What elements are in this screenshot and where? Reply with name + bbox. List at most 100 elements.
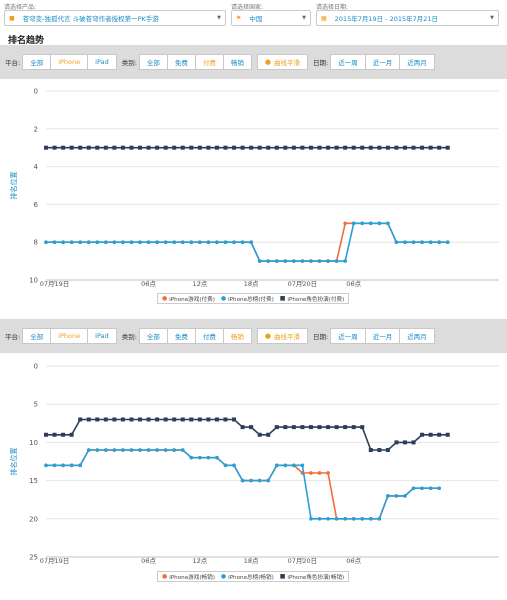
smooth-toggle[interactable]: ● 曲线平滑	[256, 54, 309, 70]
data-point	[112, 240, 117, 244]
series-line	[46, 418, 448, 451]
range-month-button[interactable]: 近一月	[364, 328, 401, 344]
data-point	[385, 145, 390, 150]
data-point	[163, 417, 168, 422]
data-point	[274, 463, 279, 468]
data-point	[155, 417, 160, 422]
legend-item[interactable]: ● iPhone游戏(畅销)	[162, 573, 215, 581]
y-tick-label: 2	[34, 125, 38, 133]
legend-item[interactable]: ● iPhone总榜(付费)	[221, 295, 274, 303]
x-tick-label: 07月19日	[40, 557, 70, 565]
data-point	[172, 145, 177, 150]
country-select[interactable]: ⚑ 中国 ▼	[231, 10, 311, 26]
date-select[interactable]: ▦ 2015年7月19日 - 2015年7月21日 ▼	[316, 10, 499, 26]
data-point	[69, 145, 74, 150]
y-tick-label: 5	[34, 401, 38, 409]
data-point	[445, 432, 450, 437]
data-point	[334, 517, 339, 521]
smooth-toggle[interactable]: ● 曲线平滑	[256, 328, 309, 344]
x-tick-label: 07月20日	[288, 280, 318, 288]
legend-item[interactable]: ■ iPhone角色扮演(畅销)	[280, 573, 344, 581]
data-point	[172, 448, 177, 452]
data-point	[343, 145, 348, 150]
data-point	[360, 517, 365, 521]
data-point	[420, 432, 425, 437]
legend-marker-icon: ●	[162, 573, 168, 580]
data-point	[360, 145, 365, 150]
smooth-label: 曲线平滑	[274, 59, 301, 67]
data-point	[86, 145, 91, 150]
type-paid-button[interactable]: 付费	[194, 54, 224, 70]
range-week-button[interactable]: 近一周	[330, 54, 366, 70]
legend-item[interactable]: ■ iPhone角色扮演(付费)	[280, 295, 344, 303]
data-point	[343, 425, 348, 430]
legend-grossing: ● iPhone游戏(畅销) ● iPhone总榜(畅销) ■ iPhone角色扮演(…	[157, 571, 350, 582]
type-paid-button[interactable]: 付费	[194, 328, 224, 344]
data-point	[283, 463, 288, 468]
platform-all-button[interactable]: 全部	[22, 328, 52, 344]
data-point	[403, 494, 407, 498]
data-point	[61, 240, 65, 244]
date-label: 日期:	[313, 59, 329, 67]
data-point	[223, 240, 228, 244]
data-point	[403, 240, 407, 244]
data-point	[351, 221, 356, 226]
type-free-button[interactable]: 免费	[166, 54, 196, 70]
data-point	[104, 240, 108, 244]
data-point	[163, 448, 168, 452]
filter-bar-grossing: 平台: 全部 iPhone iPad 类别: 全部 免费 付费 畅销 ● 曲线平滑…	[0, 319, 507, 353]
platform-ipad-button[interactable]: iPad	[87, 328, 117, 344]
data-point	[197, 145, 202, 150]
data-point	[274, 145, 279, 150]
range-two-months-button[interactable]: 近两月	[399, 54, 435, 70]
data-point	[223, 145, 228, 150]
data-point	[180, 417, 185, 422]
data-point	[120, 145, 125, 150]
data-point	[266, 432, 271, 437]
data-point	[189, 145, 194, 150]
legend-item[interactable]: ● iPhone总榜(畅销)	[221, 573, 274, 581]
data-point	[197, 417, 202, 422]
data-point	[138, 417, 143, 422]
data-point	[437, 486, 441, 491]
data-point	[206, 455, 211, 460]
data-point	[343, 221, 347, 226]
data-point	[291, 145, 296, 150]
data-point	[300, 463, 305, 468]
range-month-button[interactable]: 近一月	[364, 54, 401, 70]
range-week-button[interactable]: 近一周	[330, 328, 366, 344]
data-point	[52, 145, 57, 150]
data-point	[411, 486, 416, 491]
data-point	[214, 417, 219, 422]
legend-label: iPhone角色扮演(付费)	[287, 296, 345, 303]
data-point	[445, 240, 450, 244]
platform-ipad-button[interactable]: iPad	[87, 54, 117, 70]
type-all-button[interactable]: 全部	[138, 54, 168, 70]
type-free-button[interactable]: 免费	[166, 328, 196, 344]
x-tick-label: 06点	[141, 280, 156, 288]
type-grossing-button[interactable]: 畅销	[222, 328, 252, 344]
data-point	[249, 240, 253, 244]
type-grossing-button[interactable]: 畅销	[222, 54, 252, 70]
data-point	[95, 240, 100, 244]
data-point	[377, 448, 382, 453]
product-select[interactable]: ■ 苍穹变-独孤代言 斗破苍穹作者授权第一PK手游 ▼	[4, 10, 226, 26]
legend-item[interactable]: ● iPhone游戏(付费)	[162, 295, 215, 303]
data-point	[428, 240, 433, 244]
data-point	[249, 145, 254, 150]
data-point	[326, 425, 331, 430]
data-point	[223, 417, 228, 422]
data-point	[215, 455, 219, 460]
type-all-button[interactable]: 全部	[138, 328, 168, 344]
range-two-months-button[interactable]: 近两月	[399, 328, 435, 344]
platform-all-button[interactable]: 全部	[22, 54, 52, 70]
data-point	[172, 240, 177, 244]
data-point	[351, 145, 356, 150]
data-point	[300, 145, 305, 150]
platform-iphone-button[interactable]: iPhone	[50, 54, 89, 70]
date-label: 日期:	[313, 333, 329, 341]
legend-paid: ● iPhone游戏(付费) ● iPhone总榜(付费) ■ iPhone角色扮演(…	[157, 293, 350, 304]
data-point	[240, 478, 245, 483]
platform-iphone-button[interactable]: iPhone	[50, 328, 89, 344]
data-point	[61, 145, 66, 150]
